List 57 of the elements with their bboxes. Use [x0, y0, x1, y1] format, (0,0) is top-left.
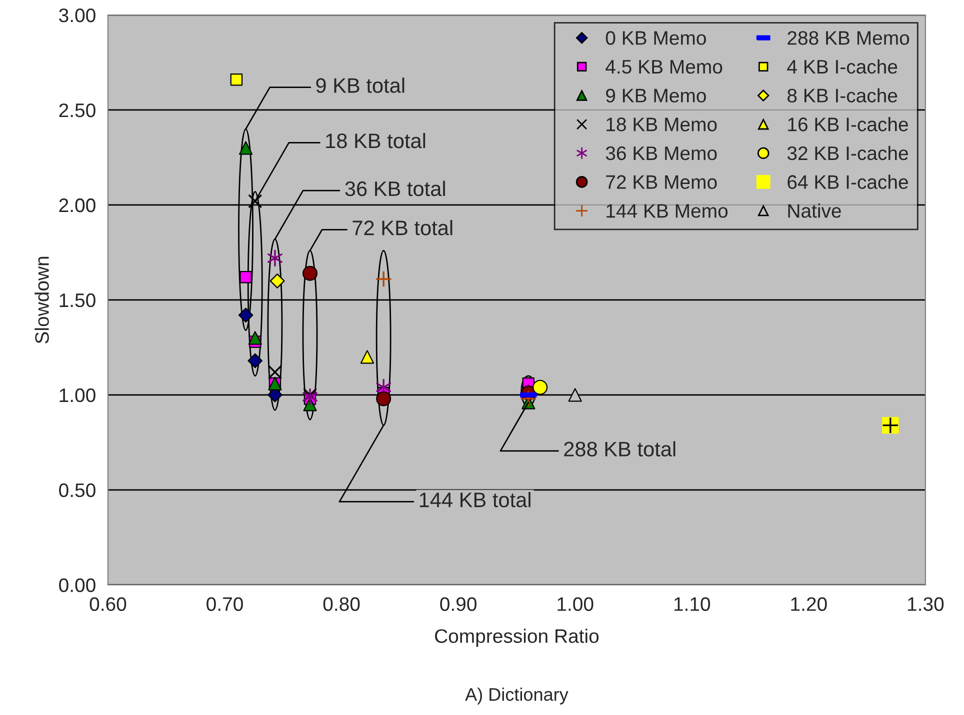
y-tick-label: 3.00 [59, 8, 96, 22]
point [360, 350, 374, 364]
point [230, 73, 243, 86]
text: A) Dictionary [465, 688, 568, 704]
legend-label: Native [788, 203, 841, 218]
point [248, 353, 263, 368]
point [376, 391, 392, 406]
x-tick-label: 1.20 [791, 597, 827, 611]
legend-label: 36 KB Memo [606, 146, 717, 160]
y-tick-label: 0.50 [59, 483, 96, 498]
point [532, 380, 548, 395]
point [302, 266, 318, 281]
x-tick-label: 1.10 [674, 597, 710, 611]
x-tick-label: 1.30 [908, 597, 944, 611]
x-tick-label: 0.60 [90, 597, 126, 611]
legend-label: 9 KB Memo [606, 88, 706, 102]
x-tick-label: 0.70 [206, 597, 243, 611]
legend-label: 64 KB I-cache [788, 174, 908, 189]
legend-label: 72 KB Memo [606, 175, 717, 189]
legend-label: 18 KB Memo [606, 118, 717, 132]
y-axis-title: Slowdown [34, 256, 49, 344]
x-axis-title: Compression Ratio [435, 628, 599, 647]
legend-label: 32 KB I-cache [787, 146, 908, 160]
legend-label: 4 KB I-cache [787, 59, 898, 74]
y-tick-label: 1.50 [60, 293, 96, 308]
point [302, 388, 318, 406]
point [568, 388, 582, 402]
annotation: 36 KB total [345, 180, 445, 196]
y-tick-label: 2.50 [59, 103, 96, 118]
point [268, 250, 282, 267]
y-tick-label: 0.00 [59, 578, 96, 592]
point [248, 331, 262, 345]
point [238, 308, 254, 323]
annotation: 288 KB total [564, 441, 676, 457]
point [240, 271, 252, 284]
legend-label: 4.5 KB Memo [606, 60, 722, 74]
legend-label: 288 KB Memo [788, 31, 910, 45]
x-tick-label: 0.90 [440, 597, 476, 611]
point [302, 388, 318, 402]
legend-label: 144 KB Memo [606, 204, 728, 218]
y-tick-label: 2.00 [59, 198, 96, 212]
annotation: 18 KB total [326, 132, 426, 148]
x-tick-label: 1.00 [558, 597, 594, 611]
annotation: 72 KB total [352, 220, 452, 236]
y-tick-label: 1.00 [60, 388, 96, 402]
point [238, 141, 253, 155]
point [268, 365, 282, 380]
point [375, 270, 392, 288]
point [248, 194, 262, 208]
annotation: 9 KB total [316, 78, 404, 93]
point [520, 390, 537, 408]
legend-label: 16 KB I-cache [788, 117, 908, 132]
legend-label: 0 KB Memo [606, 31, 706, 45]
legend-label: 8 KB I-cache [788, 88, 898, 102]
x-tick-label: 0.80 [323, 597, 360, 611]
annotation: 144 KB total [420, 492, 530, 508]
point [270, 274, 285, 288]
